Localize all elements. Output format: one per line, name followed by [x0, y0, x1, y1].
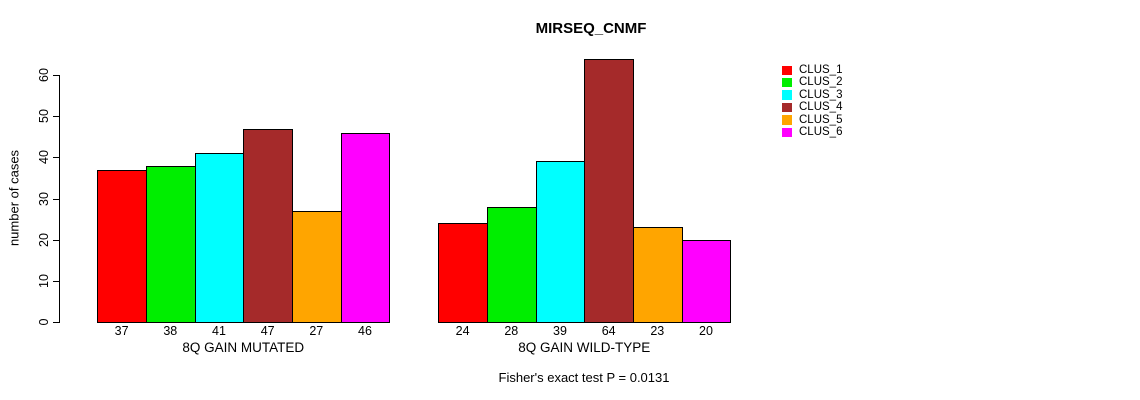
bar-CLUS_4	[243, 128, 293, 323]
bar-value-label: 28	[504, 324, 519, 338]
bar-CLUS_3	[195, 153, 244, 323]
bar-value-label: 27	[309, 324, 324, 338]
bar-value-label: 41	[212, 324, 226, 338]
y-axis-tick	[53, 157, 59, 159]
legend-swatch-CLUS_5	[782, 115, 792, 125]
y-axis-tick	[53, 116, 59, 118]
x-axis-group-label: 8Q GAIN MUTATED	[182, 340, 305, 355]
bar-CLUS_1	[97, 169, 147, 323]
legend-label-CLUS_4: CLUS_4	[799, 101, 843, 114]
y-axis-tick-label: 10	[37, 273, 51, 288]
bar-value-label: 24	[455, 324, 470, 338]
y-axis-tick	[53, 322, 59, 323]
bar-value-label: 23	[650, 324, 665, 338]
bar-CLUS_2	[487, 206, 537, 323]
bar-value-label: 47	[260, 324, 275, 338]
bar-value-label: 37	[114, 324, 129, 338]
bar-CLUS_3	[536, 161, 585, 323]
bar-value-label: 46	[358, 324, 372, 338]
y-axis-tick	[53, 239, 59, 241]
y-axis-title: number of cases	[6, 149, 22, 247]
y-axis-tick-label: 50	[37, 109, 51, 124]
legend-label-CLUS_2: CLUS_2	[799, 76, 843, 89]
bar-value-label: 64	[601, 324, 616, 338]
legend-label-CLUS_6: CLUS_6	[799, 126, 843, 138]
bar-CLUS_6	[341, 132, 390, 323]
y-axis-tick-label: 20	[37, 232, 51, 247]
bar-CLUS_2	[146, 165, 196, 323]
y-axis-tick-label: 60	[37, 68, 51, 82]
legend-swatch-CLUS_4	[782, 102, 792, 113]
bar-CLUS_5	[633, 227, 683, 323]
bar-CLUS_5	[292, 210, 342, 323]
legend-swatch-CLUS_6	[782, 127, 792, 137]
bar-value-label: 39	[553, 324, 567, 338]
legend-swatch-CLUS_3	[782, 90, 792, 100]
legend-label-CLUS_3: CLUS_3	[799, 88, 843, 101]
bar-CLUS_4	[584, 58, 634, 323]
bar-value-label: 38	[163, 324, 178, 338]
x-axis-group-label: 8Q GAIN WILD-TYPE	[518, 340, 651, 355]
y-axis-tick-label: 30	[37, 191, 51, 206]
bar-CLUS_1	[438, 223, 488, 323]
fisher-test-annotation: Fisher's exact test P = 0.0131	[498, 370, 670, 385]
y-axis-tick	[53, 75, 59, 76]
y-axis-tick	[53, 280, 59, 282]
y-axis-tick	[53, 198, 59, 200]
y-axis-tick-label: 40	[37, 150, 51, 165]
legend-label-CLUS_5: CLUS_5	[799, 113, 843, 126]
legend-swatch-CLUS_2	[782, 77, 792, 88]
chart-title: MIRSEQ_CNMF	[535, 20, 647, 37]
legend-swatch-CLUS_1	[782, 65, 792, 75]
y-axis-tick-label: 0	[37, 318, 51, 326]
bar-value-label: 20	[699, 324, 713, 338]
legend-label-CLUS_1: CLUS_1	[799, 64, 843, 76]
y-axis-line	[59, 75, 60, 323]
bar-CLUS_6	[682, 239, 731, 323]
